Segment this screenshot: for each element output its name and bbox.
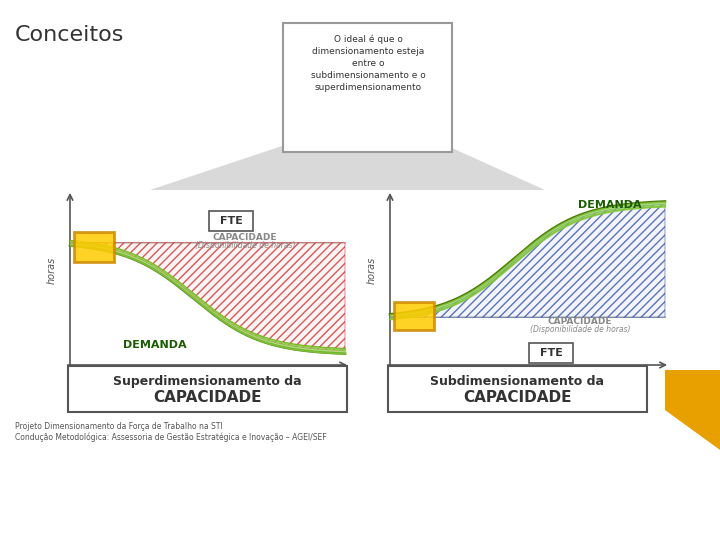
Text: horas: horas (367, 256, 377, 284)
FancyBboxPatch shape (74, 232, 114, 261)
Text: horas: horas (47, 256, 57, 284)
Text: Superdimensionamento da: Superdimensionamento da (113, 375, 301, 388)
Text: O ideal é que o
dimensionamento esteja
entre o
subdimensionamento e o
superdimen: O ideal é que o dimensionamento esteja e… (310, 35, 426, 92)
Text: DEMANDA: DEMANDA (578, 200, 642, 210)
Text: CAPACIDADE: CAPACIDADE (212, 233, 277, 242)
Polygon shape (150, 120, 545, 190)
Text: Subdimensionamento da: Subdimensionamento da (430, 375, 604, 388)
Text: (Disponibilidade de horas): (Disponibilidade de horas) (530, 326, 630, 334)
Text: Projeto Dimensionamento da Força de Trabalho na STI: Projeto Dimensionamento da Força de Trab… (15, 422, 222, 431)
FancyBboxPatch shape (529, 343, 573, 363)
Text: Condução Metodológica: Assessoria de Gestão Estratégica e Inovação – AGEI/SEF: Condução Metodológica: Assessoria de Ges… (15, 432, 327, 442)
Polygon shape (665, 370, 720, 410)
Text: (Disponibilidade de horas): (Disponibilidade de horas) (194, 241, 295, 251)
Polygon shape (665, 410, 720, 450)
FancyBboxPatch shape (283, 23, 452, 152)
Text: DEMANDA: DEMANDA (123, 340, 186, 350)
Text: tempo: tempo (522, 378, 553, 388)
FancyBboxPatch shape (209, 211, 253, 231)
FancyBboxPatch shape (388, 366, 647, 412)
Text: FTE: FTE (539, 348, 562, 358)
Text: CAPACIDADE: CAPACIDADE (463, 390, 571, 405)
Text: CAPACIDADE: CAPACIDADE (153, 390, 261, 405)
Text: FTE: FTE (220, 216, 243, 226)
Text: tempo: tempo (202, 378, 233, 388)
Text: Conceitos: Conceitos (15, 25, 125, 45)
Text: CAPACIDADE: CAPACIDADE (548, 318, 612, 327)
FancyBboxPatch shape (68, 366, 347, 412)
FancyBboxPatch shape (394, 302, 434, 330)
